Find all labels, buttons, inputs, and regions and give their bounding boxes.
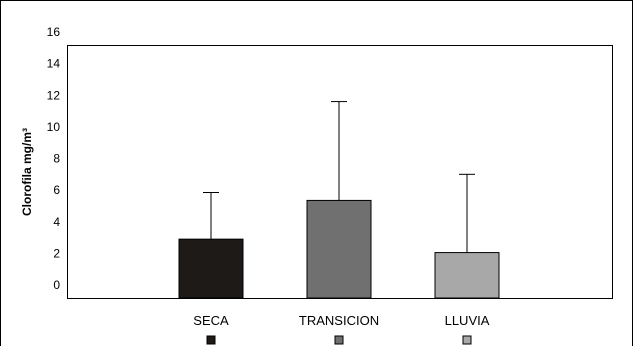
legend-key [206,335,216,345]
legend-key [334,335,344,345]
y-tick-label: 8 [53,152,60,166]
category-labels: SECA TRANSICION LLUVIA [193,313,489,328]
y-tick-labels: 0 2 4 6 8 10 12 14 16 [47,25,61,292]
category-label: TRANSICION [299,313,379,328]
y-tick-label: 10 [47,120,61,134]
legend-key [462,335,472,345]
legend [206,335,472,345]
y-tick-label: 4 [53,215,60,229]
bar [178,238,244,299]
error-bars [203,101,475,253]
y-axis-title: Clorofila mg/m³ [20,128,34,216]
y-tick-label: 0 [53,278,60,292]
bar [306,199,372,299]
y-tick-label: 16 [47,25,61,39]
category-label: SECA [193,313,229,328]
y-tick-label: 2 [53,246,60,260]
y-tick-label: 12 [47,88,61,102]
bar [434,252,500,299]
y-tick-label: 14 [47,57,61,71]
y-tick-label: 6 [53,183,60,197]
bars [178,199,500,299]
category-label: LLUVIA [445,313,490,328]
